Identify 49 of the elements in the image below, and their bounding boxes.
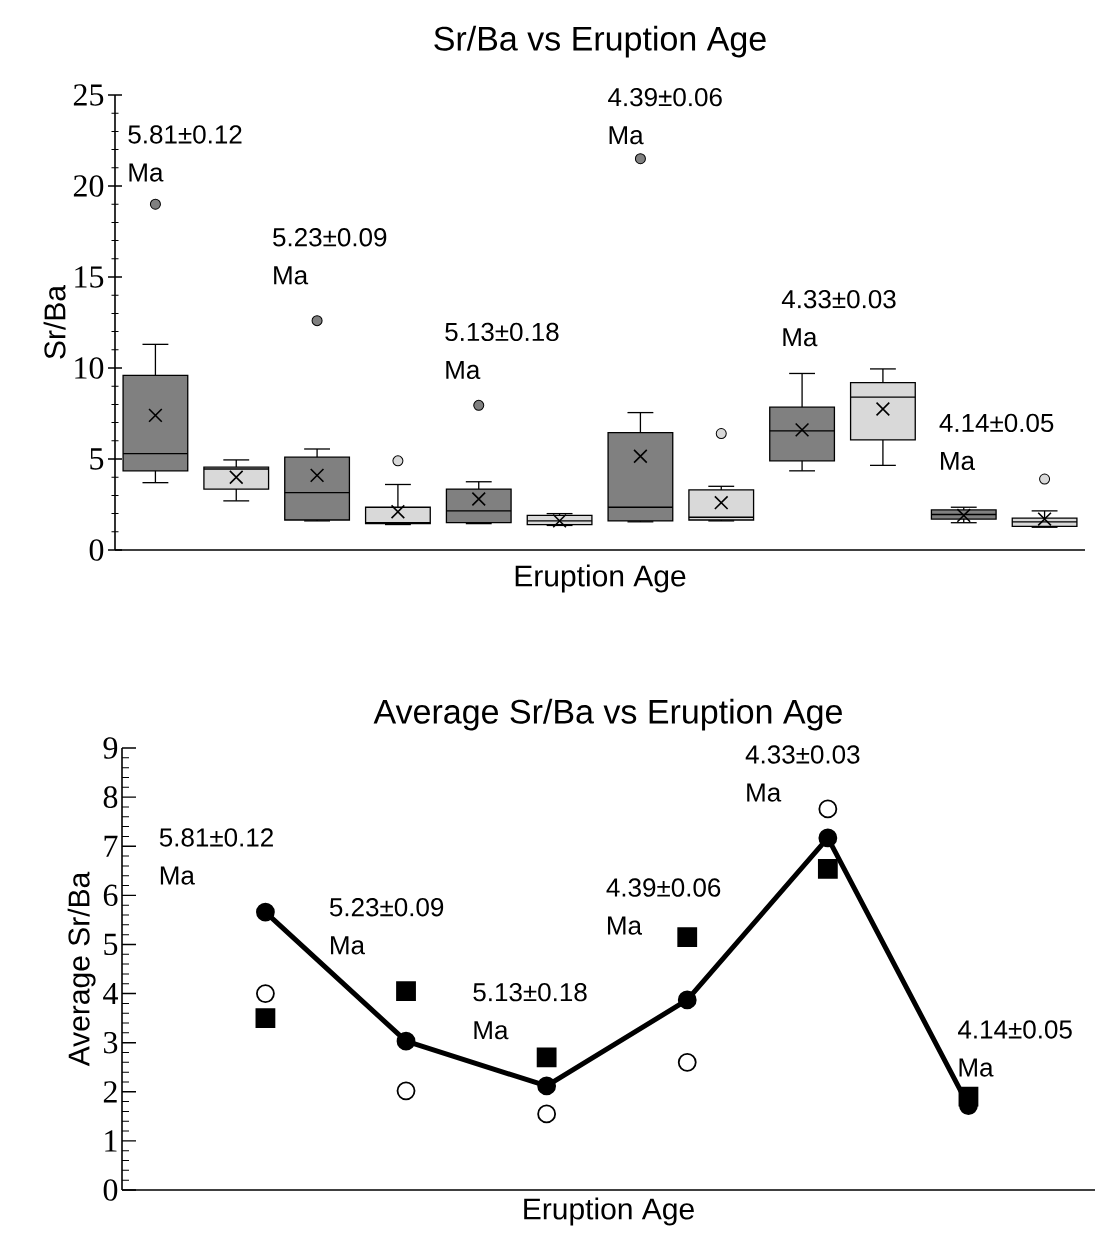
annotation: 4.33±0.03 Ma xyxy=(781,289,896,347)
annotation: 5.13±0.18 Ma xyxy=(473,982,587,1040)
point xyxy=(677,1052,697,1072)
chart-title: Sr/Ba vs Eruption Age xyxy=(434,25,766,58)
y-tick-label: 1 xyxy=(105,1130,117,1152)
annotation: 5.23±0.09 Ma xyxy=(273,228,387,285)
annotation: 4.14±0.05 Ma xyxy=(958,1020,1072,1077)
point xyxy=(256,984,275,1003)
x-axis-title: Eruption Age xyxy=(515,564,686,593)
point xyxy=(256,902,275,922)
annotation: 5.81±0.12 Ma xyxy=(159,828,273,885)
point xyxy=(396,981,416,1002)
point xyxy=(255,1008,276,1029)
y-tick-label: 7 xyxy=(104,835,118,857)
annotation: 4.39±0.06 Ma xyxy=(606,878,721,935)
y-tick-label: 6 xyxy=(103,884,118,907)
point xyxy=(536,1047,557,1068)
y-axis-title: Average Sr/Ba xyxy=(67,871,96,1067)
point xyxy=(396,1081,416,1101)
point xyxy=(396,1031,416,1051)
point xyxy=(818,799,838,819)
y-tick-label: 10 xyxy=(75,357,104,379)
y-axis-title: Sr/Ba xyxy=(43,284,66,359)
point xyxy=(677,990,697,1010)
annotation: 5.23±0.09 Ma xyxy=(329,897,444,955)
y-tick-label: 4 xyxy=(103,983,118,1005)
y-tick-label: 5 xyxy=(90,448,104,470)
x-axis-title: Eruption Age xyxy=(524,1197,694,1226)
annotation: 4.33±0.03 Ma xyxy=(745,745,860,802)
y-tick-label: 20 xyxy=(73,175,104,197)
point xyxy=(537,1104,557,1124)
annotation: 5.13±0.18 Ma xyxy=(445,322,559,380)
chart-title: Average Sr/Ba vs Eruption Age xyxy=(373,698,842,731)
annotation: 5.81±0.12 Ma xyxy=(128,125,242,182)
point xyxy=(818,828,838,848)
y-tick-label: 0 xyxy=(103,1179,118,1201)
y-tick-label: 15 xyxy=(75,266,104,288)
annotation: 4.14±0.05 Ma xyxy=(939,413,1054,471)
annotation: 4.39±0.06 Ma xyxy=(608,87,722,145)
y-tick-label: 9 xyxy=(103,737,118,759)
y-tick-label: 3 xyxy=(104,1031,118,1054)
point xyxy=(677,927,698,947)
y-tick-label: 0 xyxy=(89,539,104,561)
point xyxy=(817,858,838,879)
y-tick-label: 8 xyxy=(103,786,118,808)
y-tick-label: 5 xyxy=(104,933,118,956)
point xyxy=(537,1076,557,1096)
y-tick-label: 25 xyxy=(73,84,104,106)
y-tick-label: 2 xyxy=(103,1081,117,1103)
